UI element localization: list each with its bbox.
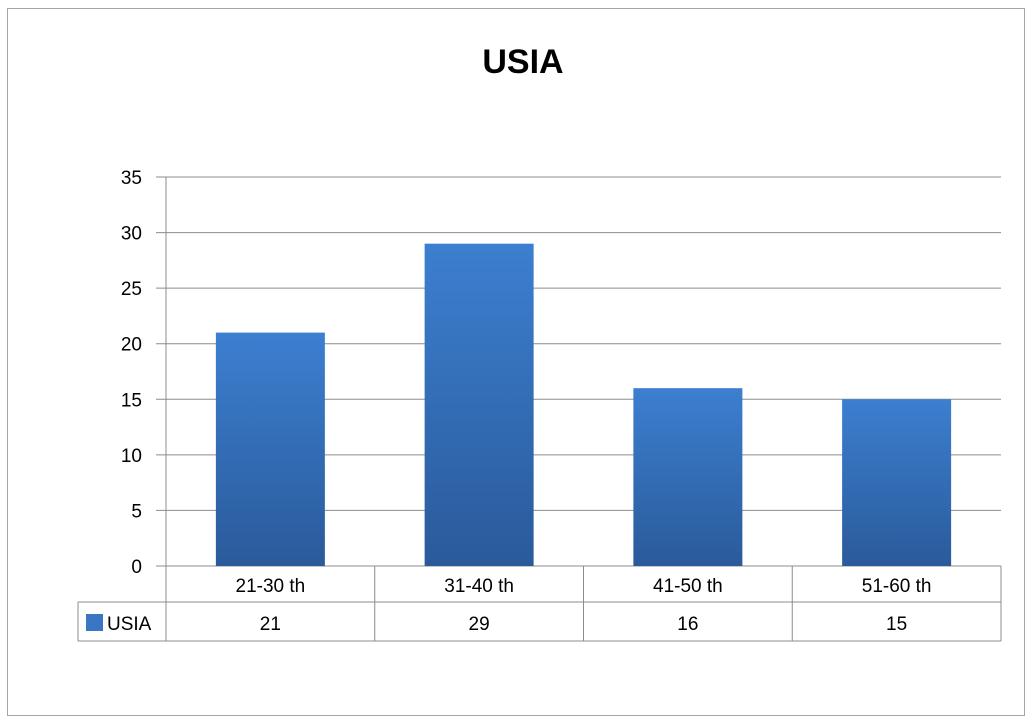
y-axis-ticks: 0 5 10 15 20 25 30 35: [121, 168, 142, 578]
chart-title: USIA: [482, 43, 563, 81]
data-table: 21-30 th 31-40 th 41-50 th 51-60 th USIA 21 29…: [77, 566, 1002, 642]
y-tick-label: 20: [121, 335, 142, 356]
legend-series-name: USIA: [107, 614, 152, 635]
bar: [633, 388, 743, 566]
x-category-label: 41-50 th: [653, 576, 723, 597]
data-table-value: 16: [677, 614, 698, 635]
data-table-value: 21: [260, 614, 281, 635]
x-category-label: 31-40 th: [444, 576, 514, 597]
bar: [842, 399, 952, 566]
y-tick-label: 10: [121, 446, 142, 467]
legend-key: [86, 614, 103, 631]
y-tick-label: 35: [121, 168, 142, 189]
data-table-value: 29: [469, 614, 490, 635]
y-tick-label: 30: [121, 224, 142, 245]
bars: [215, 243, 952, 566]
y-tick-label: 15: [121, 390, 142, 411]
bar: [215, 332, 325, 566]
y-tick-label: 5: [131, 501, 142, 522]
x-category-label: 51-60 th: [862, 576, 932, 597]
y-tick-label: 0: [131, 557, 142, 578]
y-tick-label: 25: [121, 279, 142, 300]
x-category-label: 21-30 th: [236, 576, 306, 597]
bar: [424, 243, 534, 566]
data-table-value: 15: [886, 614, 907, 635]
